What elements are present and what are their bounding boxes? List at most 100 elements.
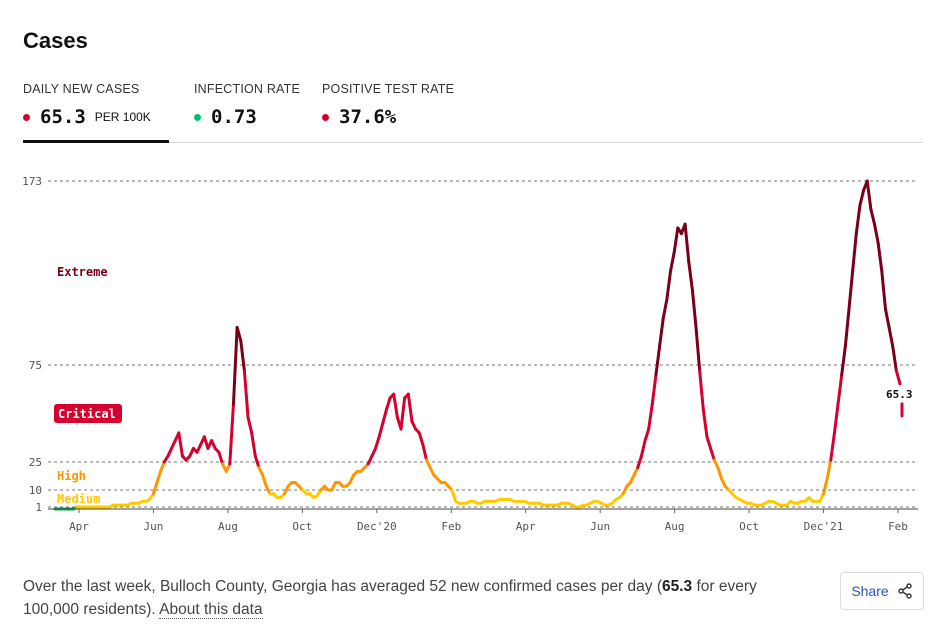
series-segment	[690, 288, 698, 329]
series-segment	[822, 477, 829, 496]
series-segment	[242, 369, 250, 419]
series-segment	[377, 421, 385, 439]
series-segment	[643, 427, 651, 443]
series-segment	[381, 408, 388, 425]
share-icon	[897, 583, 912, 599]
series-segment	[865, 179, 873, 211]
x-tick-label: Jun	[590, 520, 610, 533]
series-segment	[151, 481, 159, 496]
series-segment	[155, 469, 163, 485]
series-segment	[159, 460, 166, 473]
series-segment	[876, 241, 884, 273]
page-title: Cases	[23, 28, 88, 53]
series-segment	[894, 369, 902, 386]
x-tick-label: Dec'20	[357, 520, 397, 533]
series-segment	[392, 392, 399, 419]
series-segment	[253, 454, 261, 470]
series-segment	[639, 439, 647, 458]
series-segment	[705, 435, 713, 450]
series-segment	[384, 396, 392, 412]
tab-value: 0.73	[211, 106, 257, 128]
series-segment	[235, 325, 243, 343]
y-tick-label: 1	[35, 501, 42, 514]
description-text: Over the last week, Bulloch County, Geor…	[23, 578, 662, 595]
series-segment	[883, 307, 891, 329]
series-segment	[406, 392, 414, 423]
series-segment	[665, 269, 673, 301]
series-segment	[239, 339, 246, 373]
about-data-link[interactable]: About this data	[159, 601, 263, 619]
series-segment	[829, 431, 836, 462]
series-segment	[851, 232, 858, 273]
tab-label: INFECTION RATE	[194, 82, 301, 96]
series-segment	[672, 226, 680, 254]
x-tick-label: Feb	[441, 520, 461, 533]
series-segment	[421, 443, 429, 462]
series-segment	[261, 473, 268, 488]
x-tick-label: Apr	[69, 520, 89, 533]
series-segment	[873, 222, 880, 245]
tab-value: 65.3	[40, 106, 86, 128]
status-dot-icon	[23, 113, 30, 121]
series-segment	[709, 446, 716, 462]
share-button[interactable]: Share	[840, 572, 924, 610]
series-segment	[840, 344, 847, 377]
series-segment	[832, 402, 840, 435]
series-segment	[177, 431, 184, 458]
x-tick-label: Jun	[144, 520, 164, 533]
x-tick-label: Oct	[292, 520, 312, 533]
level-label-extreme: Extreme	[57, 265, 108, 279]
series-segment	[661, 297, 669, 320]
series-segment	[869, 207, 877, 226]
series-segment	[669, 250, 676, 273]
y-tick-label: 173	[22, 175, 42, 188]
series-segment	[698, 369, 705, 412]
series-segment	[650, 373, 658, 406]
tab-value: 37.6%	[339, 106, 397, 128]
tab-positive-test-rate[interactable]: POSITIVE TEST RATE 37.6%	[322, 80, 457, 142]
series-segment	[654, 344, 662, 377]
tab-label: POSITIVE TEST RATE	[322, 82, 455, 96]
series-segment	[250, 431, 257, 458]
status-dot-icon	[322, 113, 329, 121]
tab-daily-new-cases[interactable]: DAILY NEW CASES 65.3 PER 100K	[23, 80, 169, 143]
tab-unit: PER 100K	[94, 110, 151, 124]
x-tick-label: Dec'21	[804, 520, 844, 533]
series-segment	[399, 396, 407, 431]
tab-infection-rate[interactable]: INFECTION RATE 0.73	[194, 80, 304, 142]
y-tick-label: 25	[29, 456, 42, 469]
series-segment	[694, 325, 702, 373]
description-value: 65.3	[662, 578, 693, 595]
series-segment	[887, 325, 895, 348]
series-segment	[246, 415, 254, 435]
chart-description: Over the last week, Bulloch County, Geor…	[23, 575, 813, 621]
x-tick-label: Aug	[665, 520, 685, 533]
share-label: Share	[851, 583, 889, 599]
series-segment	[417, 431, 425, 447]
series-segment	[374, 435, 381, 450]
metric-tabs: DAILY NEW CASES 65.3 PER 100K INFECTION …	[23, 80, 923, 143]
series-segment	[687, 260, 694, 292]
series-segment	[701, 408, 709, 439]
series-segment	[647, 402, 654, 431]
series-segment	[217, 450, 225, 466]
series-segment	[847, 269, 855, 311]
series-segment	[716, 466, 724, 481]
level-badge	[54, 404, 122, 423]
x-tick-label: Oct	[739, 520, 759, 533]
cases-chart: 1 10 25 75 173 Extreme Critical High Medium 65.…	[22, 175, 918, 533]
series-segment	[858, 188, 866, 207]
x-tick-label: Apr	[516, 520, 536, 533]
series-segment	[836, 373, 844, 406]
series-segment	[854, 203, 862, 236]
series-segment	[450, 488, 458, 503]
y-tick-label: 75	[29, 359, 42, 372]
series-segment	[228, 402, 235, 466]
x-tick-label: Feb	[888, 520, 908, 533]
series-segment	[880, 269, 887, 311]
tab-label: DAILY NEW CASES	[23, 82, 140, 96]
series-segment	[231, 325, 239, 406]
y-tick-label: 10	[29, 484, 42, 497]
level-label-critical: Critical	[58, 407, 116, 421]
series-segment	[891, 344, 898, 373]
